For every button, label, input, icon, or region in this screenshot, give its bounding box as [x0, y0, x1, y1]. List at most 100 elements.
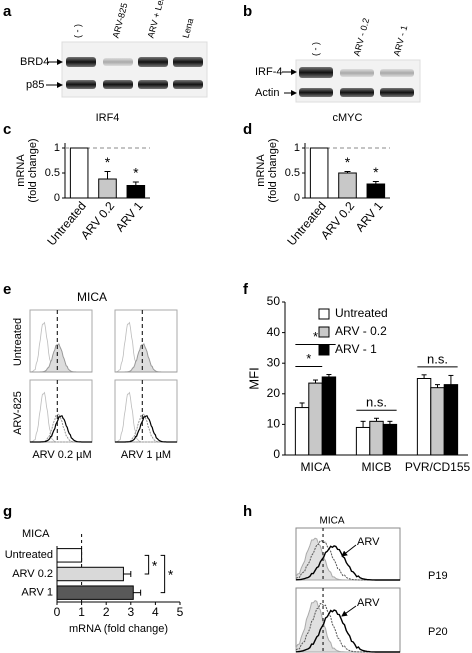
panel-letter: e: [3, 281, 11, 298]
blot-band: [173, 80, 203, 89]
panel-letter: a: [3, 3, 12, 20]
bar: [443, 384, 459, 456]
panel-letter: h: [243, 503, 252, 520]
x-tick-label: ARV 1: [353, 199, 386, 235]
x-tick-label: PVR/CD155: [405, 460, 471, 474]
chart-title: IRF4: [96, 112, 120, 124]
lane-label: ( - ): [310, 42, 320, 56]
bar: [69, 147, 89, 199]
x-tick-label: 4: [152, 605, 159, 619]
y-tick-label: 0.5: [45, 167, 60, 179]
row-label: Untreated: [12, 318, 24, 366]
y-tick-label: 50: [267, 294, 281, 308]
chart-title: cMYC: [333, 112, 363, 124]
y-tick-label: 0: [273, 447, 280, 461]
y-tick-label: 1: [294, 142, 300, 154]
bar: [309, 147, 329, 199]
blot-band: [380, 88, 414, 97]
panel-letter: c: [3, 121, 11, 138]
y-tick-label: 10: [267, 417, 281, 431]
lane-label: ARV + Lena: [146, 0, 168, 39]
bar: [98, 178, 117, 199]
blot-band: [340, 69, 374, 77]
blot-b: ( - ) ARV - 0.2 ARV - 1 IRF-4 Actin: [255, 17, 421, 103]
control-curve: [30, 343, 92, 373]
annotation: *: [373, 164, 379, 180]
y-tick-label: 0: [54, 192, 60, 204]
annotation: *: [133, 165, 139, 181]
blot-band: [66, 57, 96, 67]
annotation: *: [152, 557, 158, 573]
row-label: Actin: [255, 87, 279, 99]
bar: [416, 378, 432, 456]
lane-label: ARV - 1: [392, 24, 410, 57]
panel-title: MICA: [77, 290, 107, 304]
legend-label: ARV - 0.2: [335, 324, 387, 338]
arrow-label: ARV: [357, 597, 380, 609]
x-tick-label: Untreated: [284, 199, 329, 248]
bar: [382, 423, 398, 456]
x-tick-label: MICA: [301, 460, 331, 474]
lane-label: ARV - 0.2: [352, 17, 372, 57]
annotation: *: [306, 351, 311, 366]
lane-label: ( - ): [72, 24, 82, 38]
x-axis-label: mRNA (fold change): [69, 623, 168, 635]
bar: [338, 172, 357, 199]
blot-band: [299, 67, 333, 78]
panel-letter: g: [3, 503, 12, 520]
bar: [56, 548, 83, 563]
treated-curve: [115, 415, 177, 443]
arrow: [341, 605, 357, 617]
x-tick-label: 2: [103, 605, 110, 619]
column-label: ARV 0.2 µM: [32, 449, 91, 461]
x-tick-label: 3: [127, 605, 134, 619]
treated-curve: [295, 545, 400, 581]
arrow: [341, 544, 357, 557]
annotation: n.s.: [427, 351, 448, 366]
legend-swatch: [318, 308, 330, 320]
isotype-curve: [29, 391, 92, 443]
row-label: ARV-825: [12, 391, 24, 435]
annotation-bracket: [144, 554, 150, 575]
x-tick-label: 1: [78, 605, 85, 619]
arrow-label: ARV: [357, 536, 380, 548]
bar: [355, 426, 371, 456]
isotype-curve: [114, 391, 177, 443]
bar: [308, 382, 323, 456]
blot-band: [66, 80, 96, 89]
row-label: BRD4: [20, 56, 49, 68]
blot-band: [138, 80, 168, 89]
annotation: *: [345, 154, 351, 170]
annotation: n.s.: [366, 395, 387, 410]
panel-letter: d: [243, 121, 252, 138]
y-tick-label: 0.5: [285, 167, 300, 179]
blot-band: [380, 69, 414, 77]
bar: [294, 407, 310, 456]
blot-a: ( - ) ARV-825 ARV + Lena Lena BRD4 p85: [20, 0, 208, 98]
annotation: *: [168, 567, 174, 583]
y-tick-label: 40: [267, 325, 281, 339]
y-tick-label: ARV 1: [21, 587, 53, 599]
legend-label: ARV - 1: [335, 342, 377, 356]
bar: [366, 183, 386, 199]
blot-band: [103, 80, 133, 89]
histogram-frame: [29, 379, 93, 443]
bar: [56, 585, 134, 600]
annotation: *: [105, 154, 111, 170]
control-curve: [115, 343, 177, 373]
x-tick-label: ARV 1: [113, 199, 146, 235]
treated-curve: [295, 609, 400, 653]
column-label: ARV 1 µM: [121, 449, 171, 461]
row-label: p85: [26, 79, 44, 91]
panel-letter: b: [243, 3, 252, 20]
blot-band: [173, 57, 203, 67]
y-axis-label: mRNA: [255, 154, 267, 187]
blot-band: [299, 88, 333, 97]
panel-label: P19: [428, 570, 448, 582]
row-label: IRF-4: [255, 66, 283, 78]
panel-label: P20: [428, 626, 448, 638]
y-tick-label: 30: [267, 355, 281, 369]
annotation: *: [313, 329, 318, 344]
